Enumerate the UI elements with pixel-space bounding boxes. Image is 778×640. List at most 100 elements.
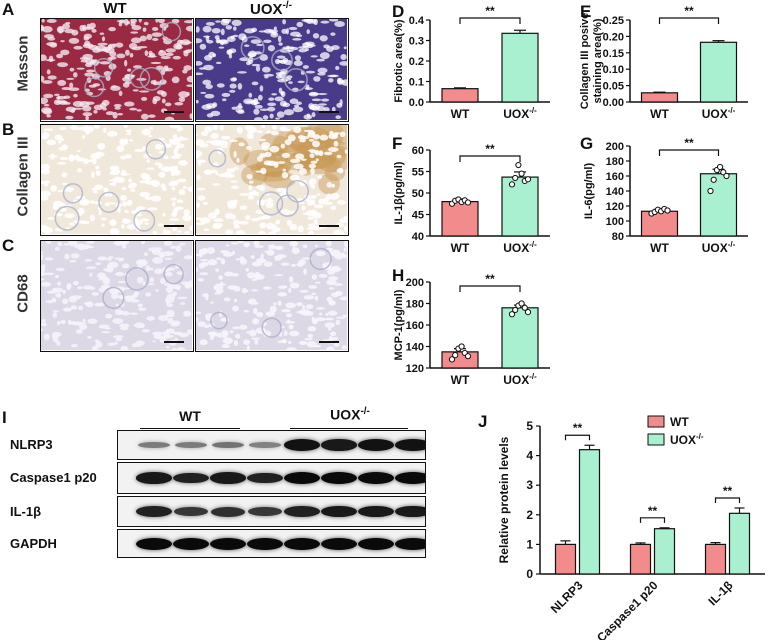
significance-label: ** [684,136,694,150]
tubule-lumen [59,126,67,131]
blot-group-uox: UOX-/- [330,406,370,423]
tubule-lumen [92,190,99,194]
tubule-lumen [274,96,284,102]
tubule-lumen [273,224,277,228]
data-point [464,199,472,206]
tubule-lumen [226,168,234,173]
tubule-lumen [41,19,45,23]
tubule-lumen [258,138,266,142]
tubule-lumen [258,230,266,234]
tubule-lumen [263,261,273,267]
blot-band [395,537,425,550]
tubule-lumen [72,72,78,78]
tubule-lumen [130,299,140,303]
tubule-lumen [56,100,67,104]
tubule-lumen [130,20,136,27]
blot-group-wt-line [140,428,240,429]
tubule-lumen [221,343,230,349]
tubule-lumen [231,214,236,220]
tubule-lumen [170,284,181,290]
y-tick-label: 0.4 [409,15,425,27]
tubule-lumen [170,155,181,160]
tubule-lumen [199,43,207,50]
tubule-lumen [316,307,325,310]
tubule-lumen [307,333,314,338]
tubule-lumen [134,148,145,153]
tubule-lumen [146,159,150,163]
tubule-lumen [334,21,345,27]
tubule-lumen [259,85,264,92]
tubule-lumen [128,42,138,50]
tubule-lumen [335,316,347,319]
tubule-lumen [129,107,138,111]
tubule-lumen [139,325,145,329]
tubule-lumen [197,278,205,282]
tubule-lumen [172,134,178,139]
tubule-lumen [221,335,228,338]
tubule-lumen [155,19,159,23]
legend-swatch [647,433,665,446]
tubule-lumen [246,126,257,134]
tubule-lumen [43,128,54,132]
tubule-lumen [124,209,129,213]
y-tick-label: 100 [606,216,624,228]
tubule-lumen [205,84,213,90]
tubule-lumen [226,49,233,54]
tubule-lumen [116,145,125,152]
tubule-lumen [202,79,212,86]
tubule-lumen [205,140,217,144]
blot-band [321,537,357,550]
blot-band [136,537,172,550]
tubule-lumen [174,180,179,186]
tubule-lumen [308,285,318,289]
tubule-lumen [65,21,71,25]
tubule-lumen [325,241,332,247]
tubule-lumen [70,305,76,310]
tubule-lumen [275,187,286,192]
tubule-lumen [199,217,211,224]
tubule-lumen [212,224,222,230]
tubule-lumen [327,266,338,270]
tubule-lumen [239,205,248,210]
tubule-lumen [236,105,243,110]
tubule-lumen [151,180,160,187]
blot-band [358,439,394,451]
tubule-lumen [277,161,286,164]
tubule-lumen [280,77,292,82]
blot-band [212,441,244,449]
tubule-lumen [44,272,55,276]
tubule-lumen [279,209,291,216]
data-point [458,343,465,350]
tubule-lumen [165,102,172,107]
tubule-lumen [344,225,347,232]
data-point [448,356,456,363]
tubule-lumen [314,317,326,322]
tubule-lumen [152,230,158,234]
tubule-lumen [118,90,123,97]
bar [501,307,539,369]
tubule-lumen [300,158,307,161]
panel-letter-e: E [580,2,592,21]
tubule-lumen [65,115,74,120]
blot-band [358,537,394,550]
tubule-lumen [188,280,192,287]
tubule-lumen [286,45,290,50]
y-axis-label: Fibrotic area(%) [393,19,405,102]
tubule-lumen [243,98,254,105]
tubule-lumen [250,39,262,44]
blot-strip [117,462,426,494]
tubule-lumen [304,41,315,46]
y-tick-label: 180 [406,299,424,311]
tubule-lumen [78,127,85,131]
tubule-lumen [165,48,176,53]
tubule-lumen [337,78,344,85]
blot-band [395,505,425,518]
tubule-lumen [273,302,277,306]
tubule-lumen [275,74,283,79]
tubule-lumen [178,189,186,196]
tubule-lumen [248,92,253,98]
tubule-lumen [297,80,305,84]
tubule-lumen [231,19,242,27]
y-tick-label: 55 [412,167,424,179]
tubule-lumen [78,305,84,311]
